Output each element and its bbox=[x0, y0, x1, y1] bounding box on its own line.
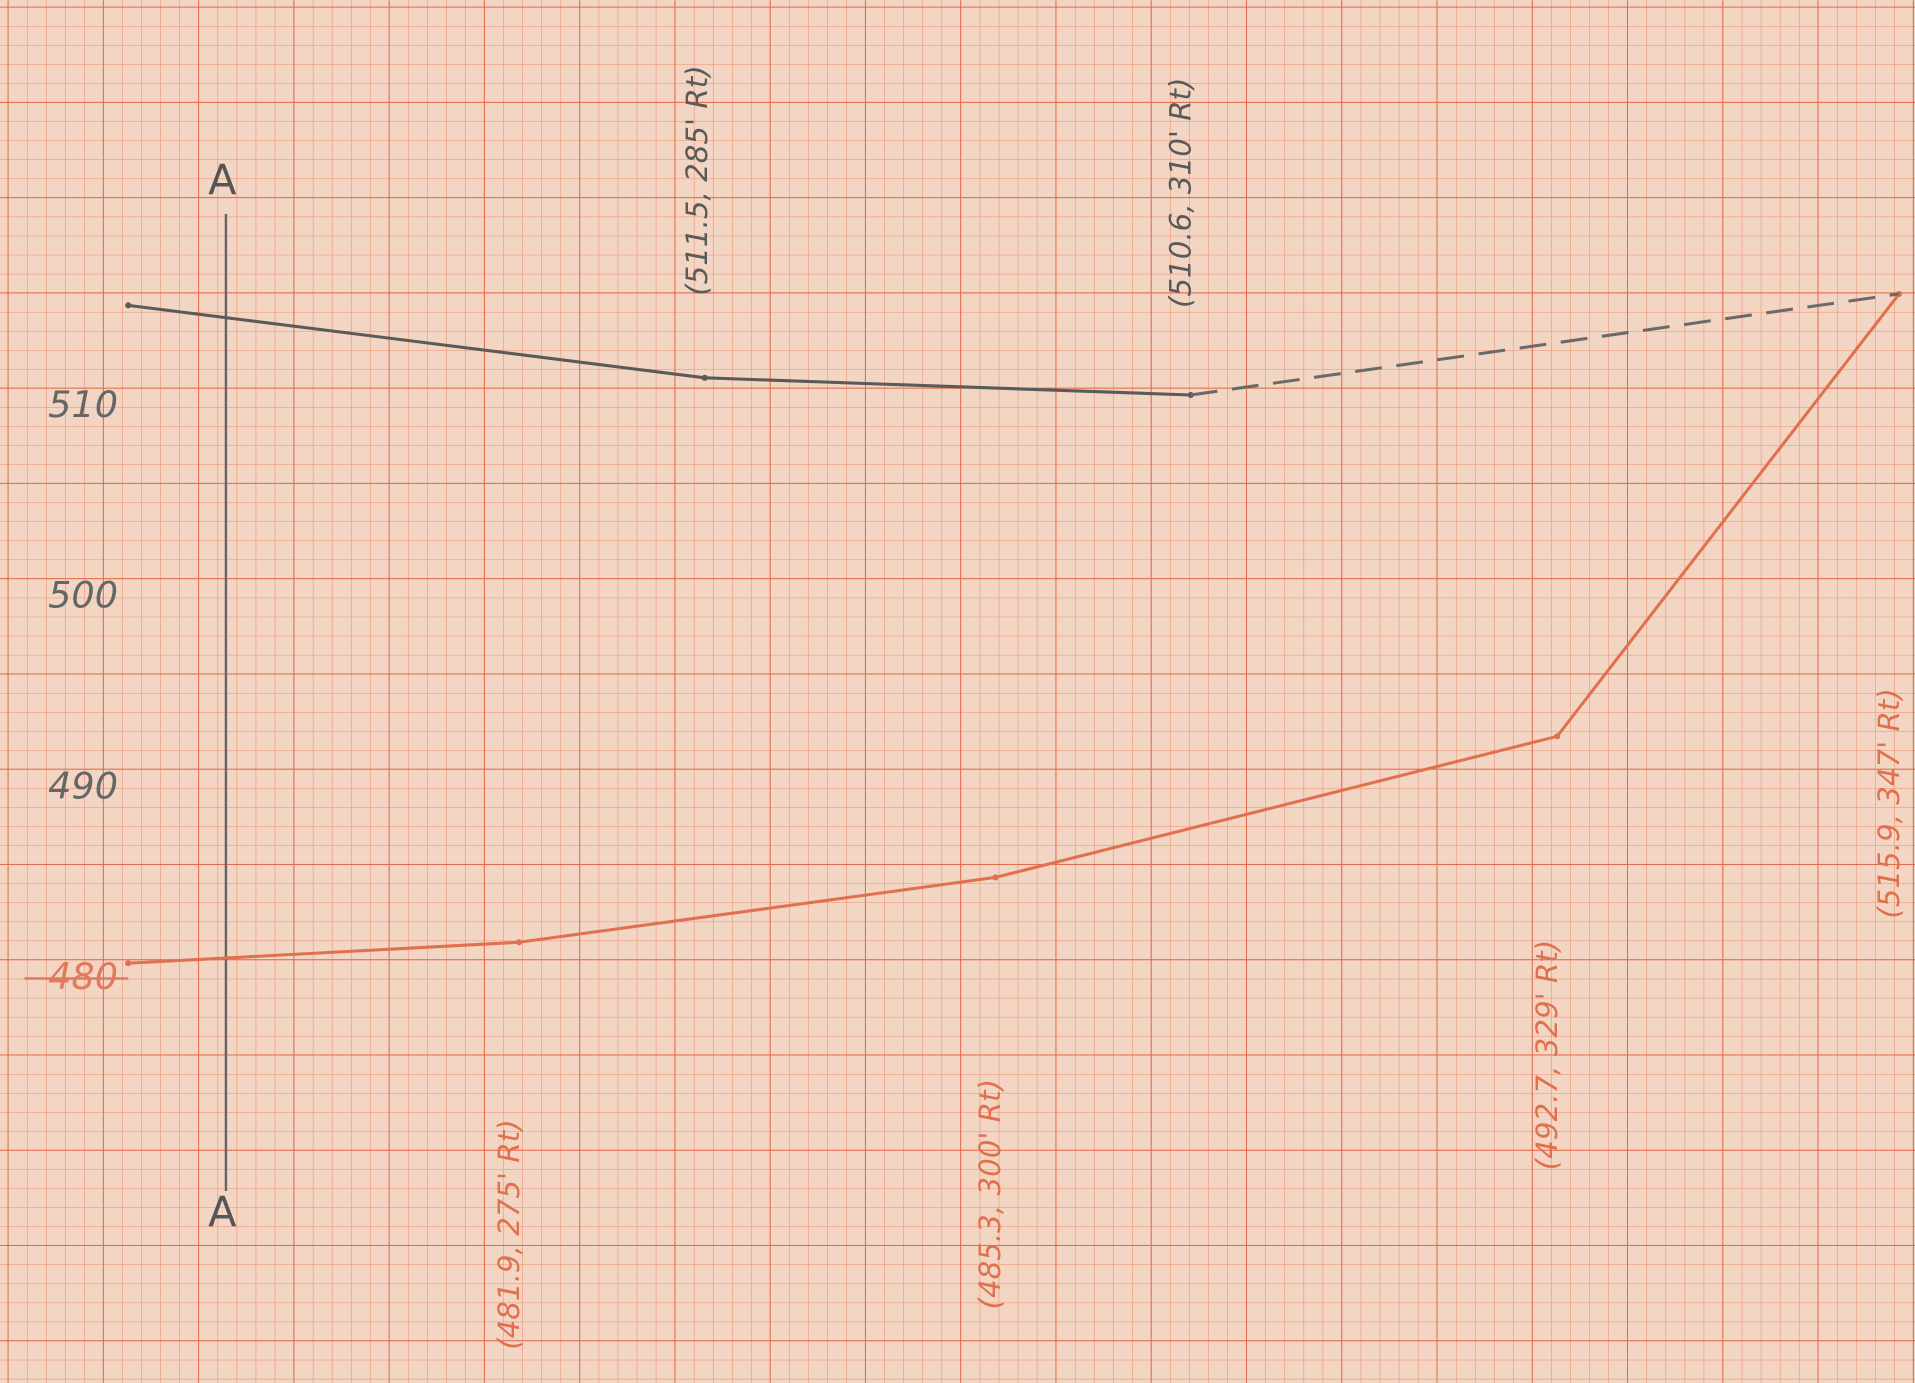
y-tick-label: 500 bbox=[48, 574, 118, 617]
y-tick-label: 480 bbox=[48, 955, 118, 998]
major-grid bbox=[0, 0, 1915, 1383]
point bbox=[992, 874, 998, 880]
point bbox=[702, 375, 708, 381]
point bbox=[125, 960, 131, 966]
page: A A 480 490 500 510 (481.9, 275' Rt) (485.3, … bbox=[0, 0, 1915, 1383]
graph-paper: A A 480 490 500 510 (481.9, 275' Rt) (485.3, … bbox=[0, 0, 1915, 1383]
point-label: (511.5, 285' Rt) bbox=[680, 65, 714, 295]
point bbox=[516, 939, 522, 945]
point bbox=[125, 302, 131, 308]
point-label: (510.6, 310' Rt) bbox=[1164, 78, 1198, 308]
point-label: (481.9, 275' Rt) bbox=[492, 1119, 526, 1349]
section-label: A bbox=[208, 155, 237, 204]
point bbox=[1554, 733, 1560, 739]
point-label: (515.9, 347' Rt) bbox=[1872, 688, 1906, 918]
y-tick-label: 510 bbox=[48, 383, 118, 426]
y-tick-label: 490 bbox=[48, 764, 118, 807]
point-label: (492.7, 329' Rt) bbox=[1530, 940, 1564, 1170]
point-label: (485.3, 300' Rt) bbox=[973, 1079, 1007, 1309]
section-label: A bbox=[208, 1187, 237, 1236]
